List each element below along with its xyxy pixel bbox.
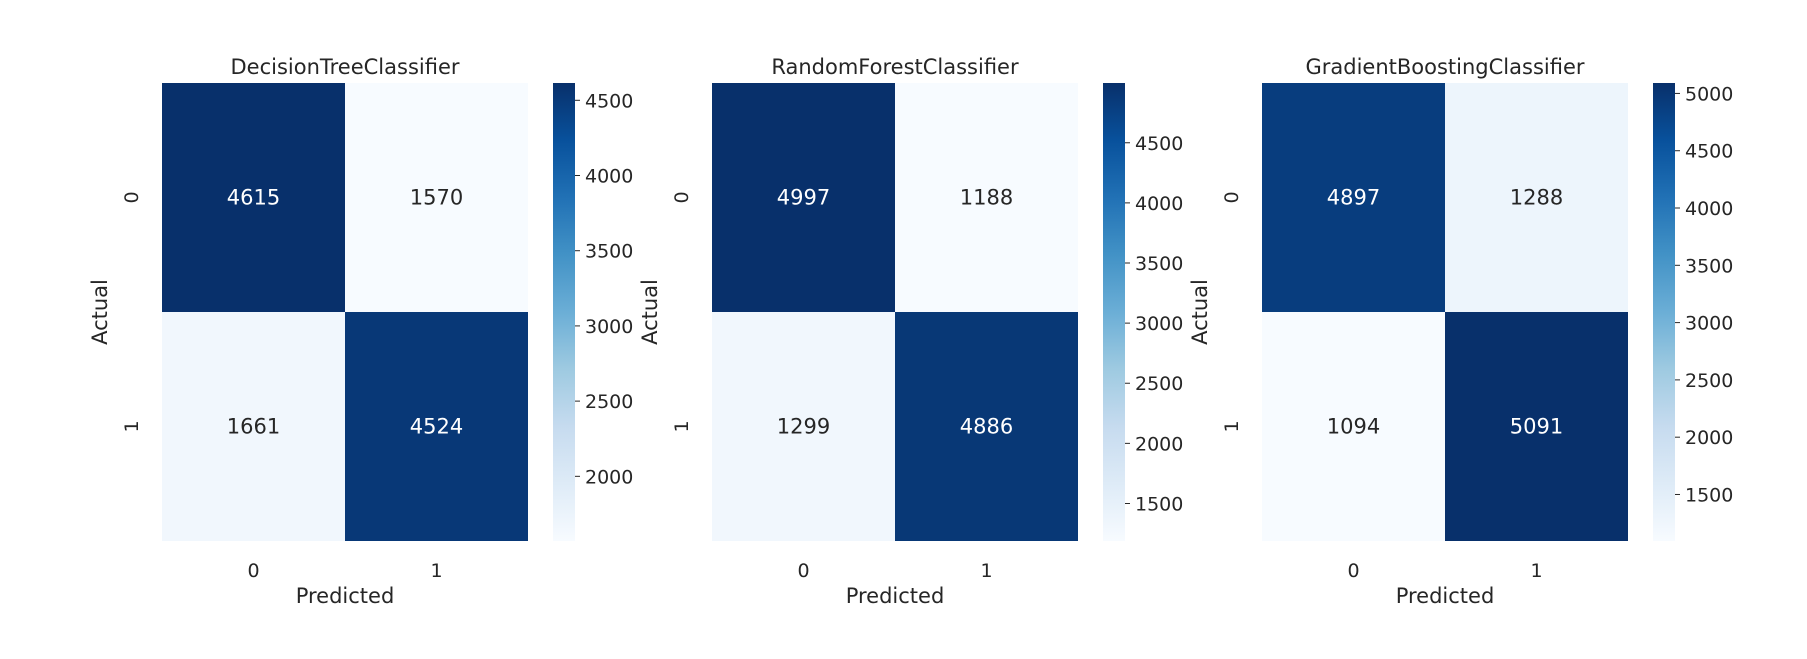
colorbar-tick-label: 3000 <box>1135 313 1183 335</box>
colorbar-tick-label: 3000 <box>585 316 633 338</box>
heatmap-panel-1: RandomForestClassifier 4997 1188 1299 4886 0 1… <box>638 55 1183 608</box>
colorbar-tick-label: 3000 <box>1685 313 1733 335</box>
chart-title: DecisionTreeClassifier <box>230 55 459 79</box>
heatmap-cell <box>1262 83 1445 312</box>
y-tick-label: 1 <box>1221 420 1243 432</box>
colorbar-tick-label: 5000 <box>1685 83 1733 105</box>
cell-value-label: 5091 <box>1510 415 1563 439</box>
cell-value-label: 1299 <box>777 415 830 439</box>
colorbar-tick-label: 2500 <box>1135 373 1183 395</box>
cell-value-label: 1570 <box>410 186 463 210</box>
heatmap-cell <box>1262 312 1445 541</box>
cell-value-label: 1188 <box>960 186 1013 210</box>
x-tick-label: 0 <box>1347 560 1359 582</box>
heatmap-cell <box>345 312 528 541</box>
heatmap-cell <box>712 83 895 312</box>
colorbar-tick-label: 2500 <box>1685 370 1733 392</box>
heatmap-cell <box>162 312 345 541</box>
colorbar-tick-label: 3500 <box>1685 255 1733 277</box>
heatmap-cell <box>1445 83 1628 312</box>
colorbar-tick-label: 4500 <box>1685 141 1733 163</box>
colorbar <box>1653 83 1675 541</box>
x-tick-label: 1 <box>980 560 992 582</box>
colorbar <box>1103 83 1125 541</box>
y-tick-label: 1 <box>671 420 693 432</box>
x-tick-label: 0 <box>797 560 809 582</box>
cell-value-label: 4524 <box>410 415 463 439</box>
colorbar-tick-label: 4500 <box>1135 133 1183 155</box>
colorbar-tick-label: 1500 <box>1135 493 1183 515</box>
y-axis-label: Actual <box>1188 279 1212 345</box>
y-tick-label: 0 <box>121 191 143 203</box>
cell-value-label: 1094 <box>1327 415 1380 439</box>
chart-title: GradientBoostingClassifier <box>1305 55 1584 79</box>
heatmap-cell <box>895 83 1078 312</box>
cell-value-label: 4997 <box>777 186 830 210</box>
cell-value-label: 1288 <box>1510 186 1563 210</box>
heatmap-panel-2: GradientBoostingClassifier 4897 1288 1094 50… <box>1188 55 1733 608</box>
cell-value-label: 4897 <box>1327 186 1380 210</box>
chart-title: RandomForestClassifier <box>771 55 1019 79</box>
heatmap-cell <box>162 83 345 312</box>
colorbar-tick-label: 3500 <box>1135 253 1183 275</box>
colorbar-tick-label: 2000 <box>585 466 633 488</box>
colorbar <box>553 83 575 541</box>
cell-value-label: 4886 <box>960 415 1013 439</box>
colorbar-tick-label: 4500 <box>585 90 633 112</box>
heatmap-cell <box>345 83 528 312</box>
colorbar-tick-label: 4000 <box>1135 193 1183 215</box>
colorbar-tick-label: 4000 <box>585 166 633 188</box>
y-axis-label: Actual <box>88 279 112 345</box>
cell-value-label: 1661 <box>227 415 280 439</box>
colorbar-tick-label: 1500 <box>1685 484 1733 506</box>
x-axis-label: Predicted <box>846 584 945 608</box>
x-tick-label: 0 <box>247 560 259 582</box>
x-tick-label: 1 <box>1530 560 1542 582</box>
colorbar-tick-label: 2000 <box>1135 433 1183 455</box>
colorbar-tick-label: 2000 <box>1685 427 1733 449</box>
x-axis-label: Predicted <box>1396 584 1495 608</box>
cell-value-label: 4615 <box>227 186 280 210</box>
y-tick-label: 0 <box>1221 191 1243 203</box>
heatmap-cell <box>712 312 895 541</box>
x-axis-label: Predicted <box>296 584 395 608</box>
x-tick-label: 1 <box>430 560 442 582</box>
y-tick-label: 0 <box>671 191 693 203</box>
heatmap-cell <box>895 312 1078 541</box>
colorbar-tick-label: 3500 <box>585 241 633 263</box>
y-tick-label: 1 <box>121 420 143 432</box>
heatmap-panel-0: DecisionTreeClassifier 4615 1570 1661 4524 0 1… <box>88 55 633 608</box>
colorbar-tick-label: 2500 <box>585 391 633 413</box>
heatmap-cell <box>1445 312 1628 541</box>
colorbar-tick-label: 4000 <box>1685 198 1733 220</box>
y-axis-label: Actual <box>638 279 662 345</box>
